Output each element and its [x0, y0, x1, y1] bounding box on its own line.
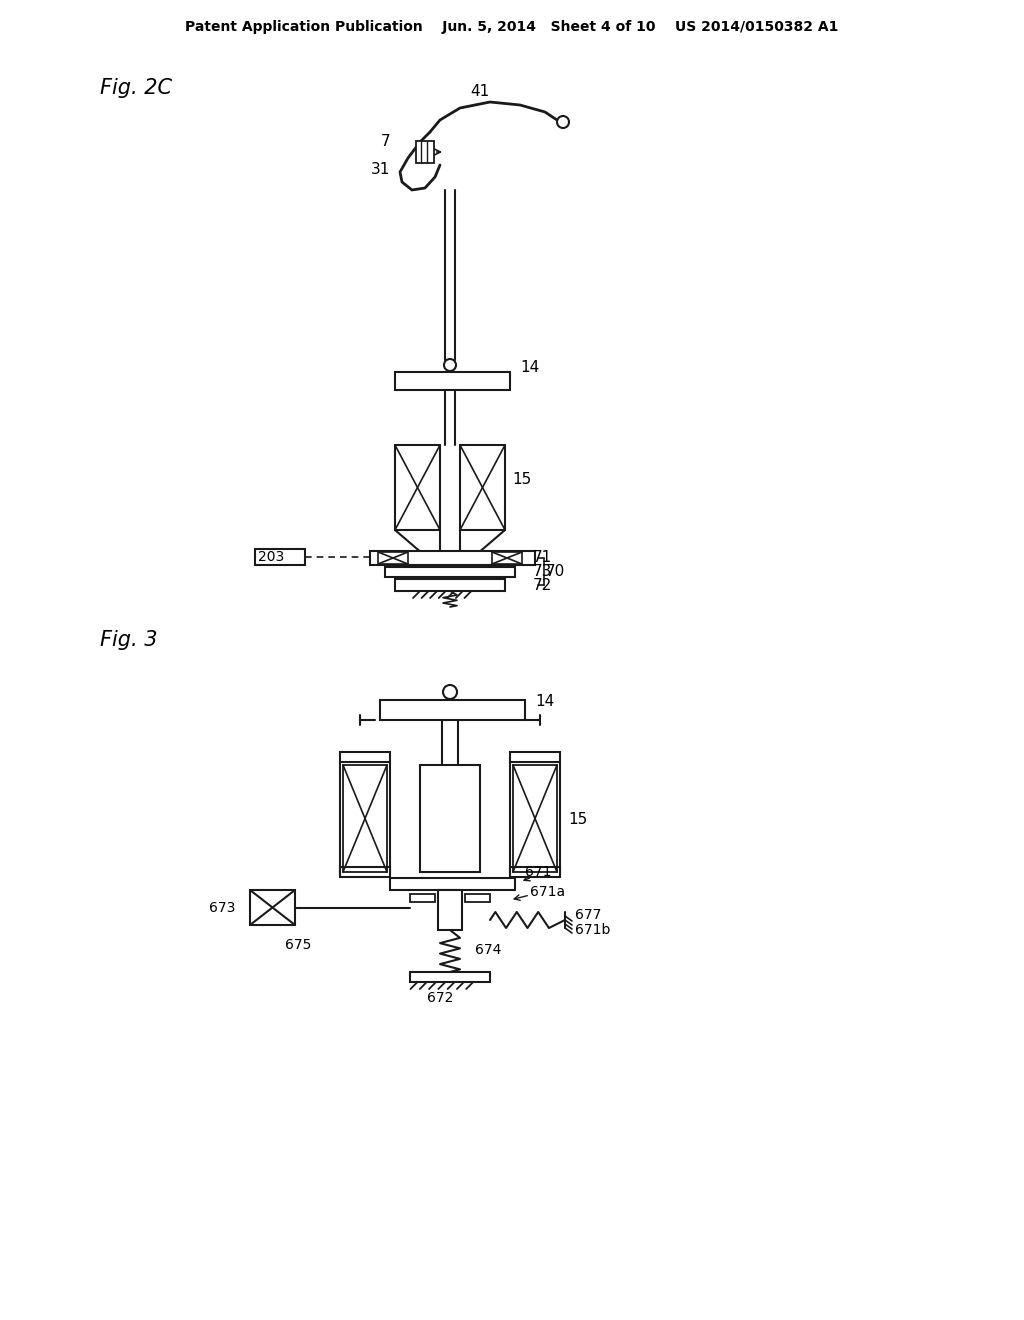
Bar	[510, 867, 560, 876]
Text: 31: 31	[371, 162, 390, 177]
Circle shape	[444, 359, 456, 371]
Bar	[380, 700, 525, 719]
Text: 673: 673	[209, 902, 234, 915]
Bar	[340, 752, 390, 762]
Text: 72: 72	[534, 578, 552, 593]
Bar	[255, 549, 305, 565]
Text: 14: 14	[520, 360, 540, 375]
Text: 41: 41	[470, 84, 489, 99]
Circle shape	[443, 685, 457, 700]
Text: 15: 15	[568, 813, 587, 828]
Text: 675: 675	[285, 939, 311, 952]
Text: 674: 674	[475, 942, 502, 957]
Text: 203: 203	[258, 550, 285, 564]
Bar	[465, 894, 490, 902]
Bar	[250, 890, 295, 925]
Bar	[340, 867, 390, 876]
Circle shape	[557, 116, 569, 128]
Text: 671: 671	[525, 865, 552, 879]
Text: 71: 71	[534, 550, 552, 565]
Bar	[420, 766, 480, 873]
Bar	[370, 550, 535, 565]
Bar	[390, 878, 515, 890]
Text: 677: 677	[575, 908, 601, 921]
Text: 671b: 671b	[575, 923, 610, 937]
Text: 671a: 671a	[530, 884, 565, 899]
Text: 672: 672	[427, 991, 454, 1005]
Bar	[385, 568, 515, 577]
Text: 70: 70	[546, 564, 565, 579]
Text: 15: 15	[512, 473, 531, 487]
Bar	[410, 894, 435, 902]
Text: Fig. 3: Fig. 3	[100, 630, 158, 649]
Text: 7: 7	[380, 135, 390, 149]
Bar	[410, 972, 490, 982]
Text: 73: 73	[534, 565, 552, 579]
Text: Patent Application Publication    Jun. 5, 2014   Sheet 4 of 10    US 2014/015038: Patent Application Publication Jun. 5, 2…	[185, 20, 839, 34]
Bar	[395, 579, 505, 591]
Bar	[438, 890, 462, 931]
Text: 14: 14	[535, 694, 554, 710]
Bar	[378, 552, 408, 564]
Text: Fig. 2C: Fig. 2C	[100, 78, 172, 98]
Bar	[416, 141, 434, 162]
Bar	[492, 552, 522, 564]
Bar	[510, 752, 560, 762]
Bar	[395, 372, 510, 389]
